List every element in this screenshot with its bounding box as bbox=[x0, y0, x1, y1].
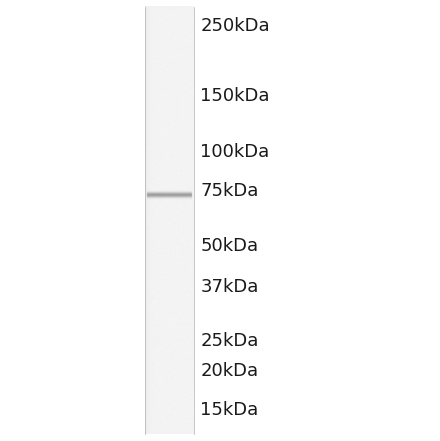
Text: 100kDa: 100kDa bbox=[200, 142, 269, 161]
Text: 75kDa: 75kDa bbox=[200, 182, 259, 200]
Text: 50kDa: 50kDa bbox=[200, 237, 258, 255]
Text: 150kDa: 150kDa bbox=[200, 87, 270, 105]
Text: 20kDa: 20kDa bbox=[200, 362, 258, 380]
Text: 25kDa: 25kDa bbox=[200, 332, 259, 350]
Text: 250kDa: 250kDa bbox=[200, 18, 270, 35]
Text: 37kDa: 37kDa bbox=[200, 278, 259, 296]
Text: 15kDa: 15kDa bbox=[200, 401, 258, 419]
